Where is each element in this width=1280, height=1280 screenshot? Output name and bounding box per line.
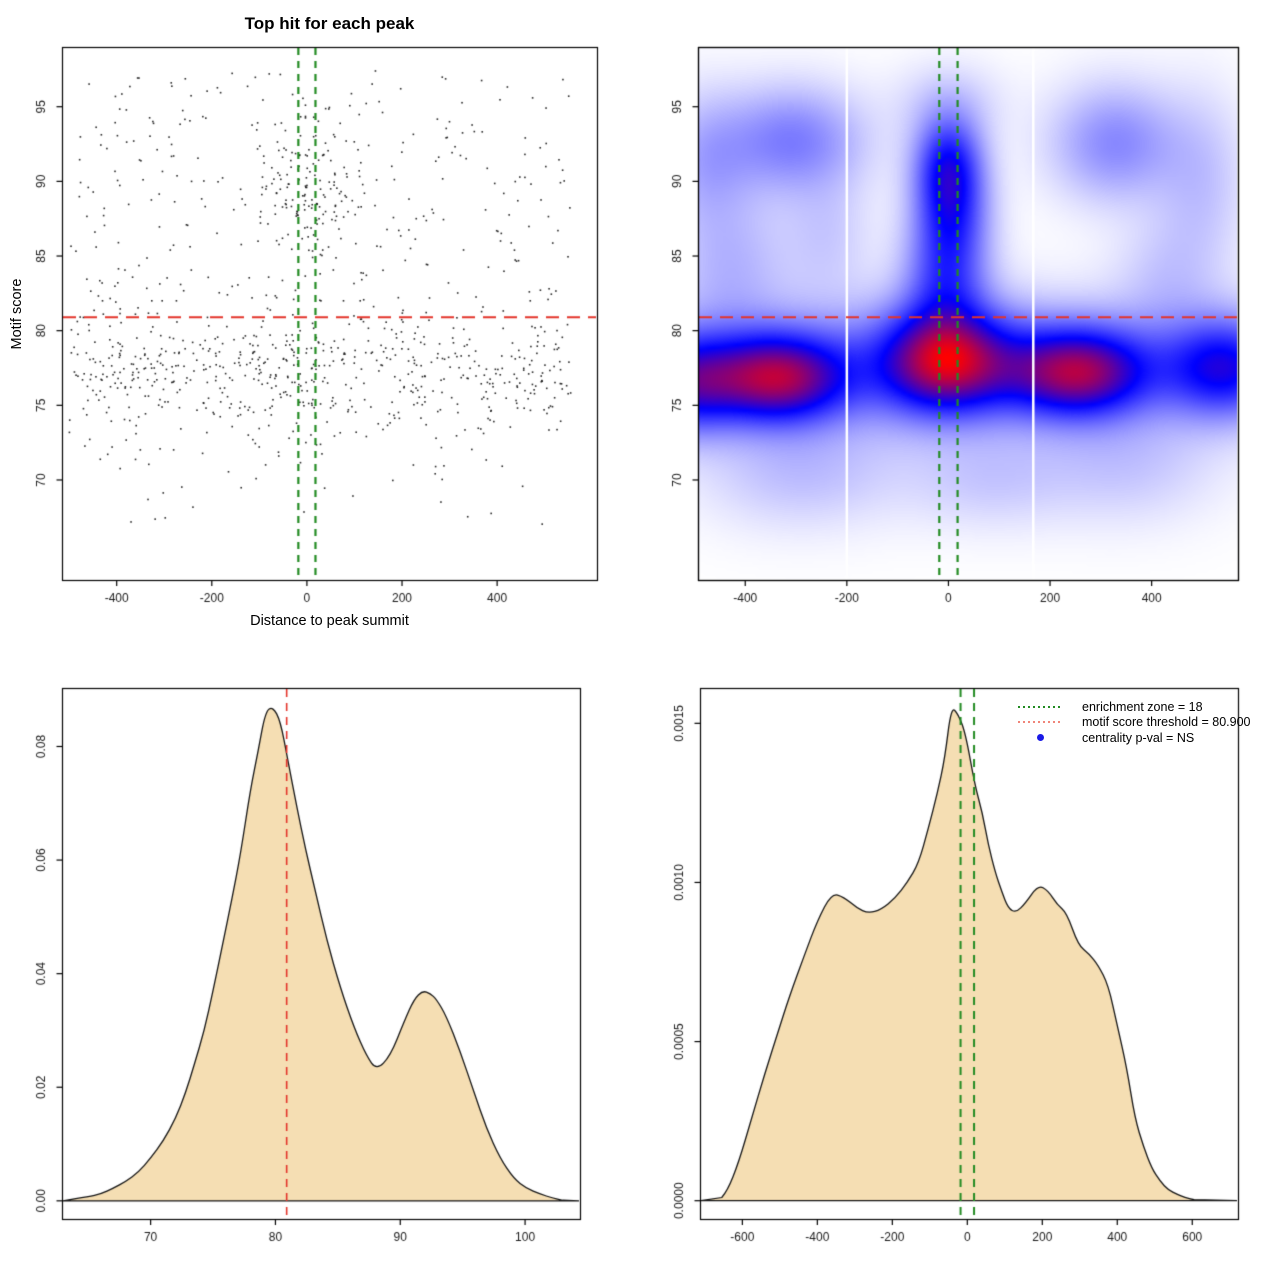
legend-item-motif-threshold: motif score threshold = 80.900 [1018,715,1251,731]
panel-motif-score-density: Motif score threshold: 80.900 Motif scor… [0,640,640,1280]
panel-density-heatmap: Density heat map for the top hits Distan… [640,0,1280,640]
green-dotted-line-icon [1018,705,1062,708]
legend-centrality-pval-label: centrality p-val = NS [1082,730,1195,745]
scatter-xlabel: Distance to peak summit [250,613,409,629]
distance-density-plot-canvas [640,640,1280,1280]
legend-motif-threshold-label: motif score threshold = 80.900 [1082,715,1251,730]
scatter-ylabel: Motif score [9,278,25,349]
legend-item-enrichment-zone: enrichment zone = 18 [1018,699,1251,715]
scatter-title: Top hit for each peak [244,14,415,33]
plot-legend: enrichment zone = 18 motif score thresho… [1018,699,1251,746]
panel-summit-distance-density: Enrichment zone: 18.00 Distance to peak … [640,640,1280,1280]
scatter-plot-canvas [0,0,640,640]
legend-enrichment-zone-label: enrichment zone = 18 [1082,699,1203,714]
red-dotted-line-icon [1018,721,1062,724]
panel-top-hit-scatter: Top hit for each peak Distance to peak s… [0,0,640,640]
blue-dot-icon [1018,734,1062,742]
legend-item-centrality-pval: centrality p-val = NS [1018,730,1251,746]
heatmap-plot-canvas [640,0,1280,640]
score-density-plot-canvas [0,640,640,1280]
